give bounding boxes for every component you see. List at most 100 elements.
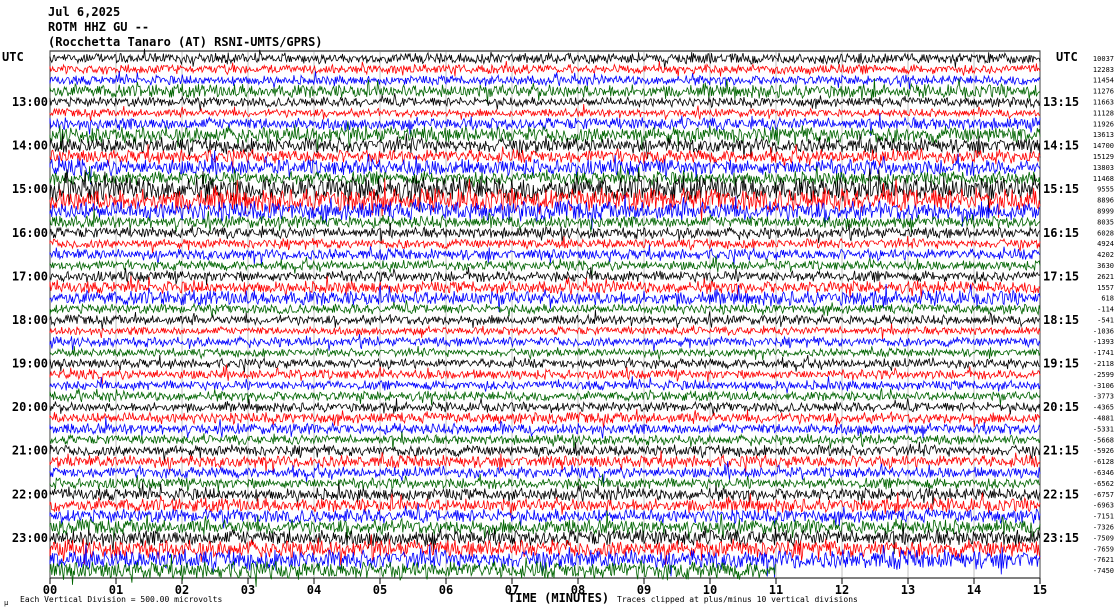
offset-label: -7326 (1093, 523, 1114, 531)
offset-label: -541 (1097, 316, 1114, 324)
left-hour-label: 17:00 (12, 269, 48, 283)
x-tick-label: 07 (505, 583, 519, 597)
offset-label: 11128 (1093, 109, 1114, 117)
trace-row-32 (49, 398, 1041, 416)
offset-label: 8999 (1097, 207, 1114, 215)
trace-row-28 (49, 354, 1041, 373)
offset-label: -1393 (1093, 338, 1114, 346)
trace-row-19 (49, 255, 1041, 276)
left-hour-label: 22:00 (12, 487, 48, 501)
date-label: Jul 6,2025 (48, 5, 121, 19)
offset-label: 618 (1101, 295, 1114, 303)
offset-label: 9555 (1097, 186, 1114, 194)
offset-label: 11454 (1093, 77, 1114, 85)
trace-row-39 (49, 473, 1041, 493)
trace-row-36 (49, 441, 1041, 462)
right-hour-label: 20:15 (1043, 400, 1079, 414)
trace-row-8 (49, 133, 1041, 160)
x-tick-label: 10 (703, 583, 717, 597)
right-axis-title: UTC (1056, 50, 1078, 64)
offset-label: 11926 (1093, 120, 1114, 128)
trace-row-11 (49, 165, 1041, 190)
offset-label: -114 (1097, 306, 1114, 314)
right-hour-label: 19:15 (1043, 357, 1079, 371)
trace-row-1 (49, 60, 1041, 77)
trace-row-15 (49, 208, 1041, 233)
trace-row-42 (49, 503, 1041, 529)
offset-label: 8035 (1097, 218, 1114, 226)
x-tick-label: 03 (241, 583, 255, 597)
x-tick-label: 05 (373, 583, 387, 597)
offset-label: -6963 (1093, 502, 1114, 510)
right-hour-label: 16:15 (1043, 226, 1079, 240)
offset-label: 10037 (1093, 55, 1114, 63)
x-tick-label: 15 (1033, 583, 1047, 597)
offset-label: 11663 (1093, 99, 1114, 107)
trace-row-47 (49, 554, 776, 587)
trace-row-40 (49, 482, 1041, 506)
trace-row-20 (49, 266, 1041, 286)
offset-label: -7509 (1093, 534, 1114, 542)
offset-label: -6128 (1093, 458, 1114, 466)
offset-label: -5926 (1093, 447, 1114, 455)
left-hour-label: 13:00 (12, 95, 48, 109)
offset-label: -6562 (1093, 480, 1114, 488)
trace-row-38 (49, 461, 1041, 484)
trace-row-34 (49, 417, 1041, 439)
x-tick-label: 11 (769, 583, 783, 597)
trace-row-22 (49, 283, 1041, 313)
x-tick-label: 00 (43, 583, 57, 597)
trace-row-33 (49, 408, 1041, 429)
trace-row-14 (49, 195, 1041, 230)
trace-row-37 (49, 450, 1041, 473)
offset-label: 13613 (1093, 131, 1114, 139)
offset-label: 15129 (1093, 153, 1114, 161)
x-tick-label: 02 (175, 583, 189, 597)
right-hour-label: 21:15 (1043, 444, 1079, 458)
trace-row-18 (49, 244, 1041, 265)
right-hour-label: 17:15 (1043, 269, 1079, 283)
offset-label: -7621 (1093, 556, 1114, 564)
x-tick-label: 06 (439, 583, 453, 597)
x-axis-title: TIME (MINUTES) (508, 591, 610, 605)
x-tick-label: 12 (835, 583, 849, 597)
right-hour-label: 18:15 (1043, 313, 1079, 327)
trace-row-27 (49, 345, 1041, 361)
offset-label: -5668 (1093, 436, 1114, 444)
left-hour-label: 19:00 (12, 357, 48, 371)
left-hour-label: 20:00 (12, 400, 48, 414)
offset-label: -5331 (1093, 425, 1114, 433)
left-hour-label: 16:00 (12, 226, 48, 240)
station-label: ROTM HHZ GU -- (48, 20, 150, 34)
trace-row-5 (49, 103, 1041, 121)
offset-label: 14700 (1093, 142, 1114, 150)
trace-row-41 (49, 492, 1041, 518)
offset-label: 11468 (1093, 175, 1114, 183)
trace-row-45 (49, 534, 1041, 566)
trace-row-31 (49, 388, 1041, 406)
trace-row-17 (49, 235, 1041, 253)
left-axis-title: UTC (2, 50, 24, 64)
right-hour-label: 13:15 (1043, 95, 1079, 109)
trace-row-13 (49, 178, 1041, 221)
offset-label: -4365 (1093, 404, 1114, 412)
offset-label: -1036 (1093, 327, 1114, 335)
offset-label: -3106 (1093, 382, 1114, 390)
right-hour-label: 23:15 (1043, 531, 1079, 545)
trace-row-23 (49, 300, 1041, 318)
right-hour-label: 22:15 (1043, 487, 1079, 501)
microvolt-mark: µ (4, 599, 9, 607)
offset-label: 6028 (1097, 229, 1114, 237)
offset-label: 8896 (1097, 197, 1114, 205)
trace-row-29 (49, 364, 1041, 385)
offset-label: 4202 (1097, 251, 1114, 259)
offset-label: -7450 (1093, 567, 1114, 575)
left-hour-label: 23:00 (12, 531, 48, 545)
offset-label: -2118 (1093, 360, 1114, 368)
offset-label: -7151 (1093, 513, 1114, 521)
x-tick-label: 13 (901, 583, 915, 597)
location-label: (Rocchetta Tanaro (AT) RSNI-UMTS/GPRS) (48, 35, 323, 49)
offset-label: -2599 (1093, 371, 1114, 379)
x-tick-label: 01 (109, 583, 123, 597)
